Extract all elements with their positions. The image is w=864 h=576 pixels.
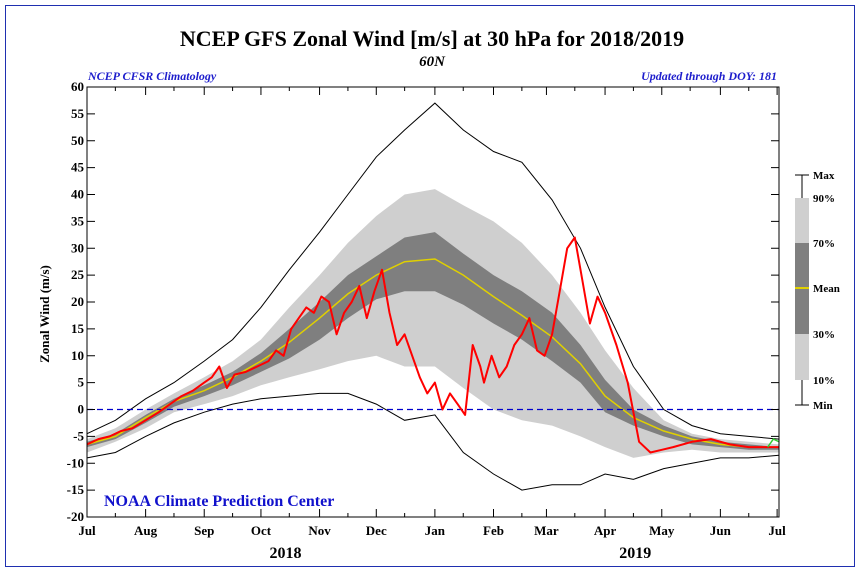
band-30-70	[87, 232, 779, 450]
legend-label: 10%	[813, 375, 835, 387]
y-tick-label: -15	[67, 482, 85, 497]
year-label: 2019	[619, 545, 651, 562]
y-tick-label: 30	[71, 240, 84, 255]
source-left-label: NCEP CFSR Climatology	[87, 69, 217, 83]
credit-label: NOAA Climate Prediction Center	[104, 493, 334, 510]
observed-line	[86, 236, 779, 454]
band-10-90	[87, 189, 779, 458]
year-label: 2018	[270, 545, 302, 562]
chart-title: NCEP GFS Zonal Wind [m/s] at 30 hPa for …	[180, 26, 684, 51]
x-tick-label: May	[649, 523, 675, 538]
legend-lower-light-band	[795, 334, 809, 380]
y-tick-label: -20	[67, 509, 84, 524]
legend-label: Min	[813, 400, 833, 412]
y-tick-label: -10	[67, 455, 84, 470]
chart-frame	[5, 5, 855, 567]
y-tick-label: -5	[73, 428, 84, 443]
x-tick-label: Feb	[483, 523, 504, 538]
x-tick-label: Jan	[425, 523, 446, 538]
min-line	[86, 392, 780, 491]
y-tick-label: 25	[71, 267, 85, 282]
legend-label: 30%	[813, 329, 835, 341]
y-tick-label: 45	[71, 160, 85, 175]
legend-label: Mean	[813, 283, 840, 295]
y-tick-label: 35	[71, 213, 85, 228]
y-tick-label: 15	[71, 321, 85, 336]
y-tick-label: 5	[78, 375, 85, 390]
y-tick-label: 40	[71, 187, 84, 202]
y-tick-label: 20	[71, 294, 84, 309]
x-tick-label: Apr	[594, 523, 617, 538]
plot-area	[86, 102, 780, 491]
legend-label: 70%	[813, 238, 835, 250]
x-tick-label: Nov	[308, 523, 331, 538]
x-tick-label: Oct	[251, 523, 272, 538]
y-tick-label: 55	[71, 106, 85, 121]
x-tick-label: Aug	[134, 523, 158, 538]
x-tick-label: Mar	[534, 523, 559, 538]
x-tick-label: Sep	[194, 523, 214, 538]
y-tick-label: 0	[78, 402, 85, 417]
mean-line	[86, 258, 779, 448]
x-tick-label: Jun	[710, 523, 732, 538]
forecast-line	[767, 438, 780, 448]
x-tick-label: Jul	[768, 523, 786, 538]
axis-layer: -20 -15 -10 -5 0 5 10 15 20 25 30 35 40 45 50 55 60 Jul Au…	[67, 79, 787, 562]
y-axis-label: Zonal Wind (m/s)	[37, 265, 52, 363]
source-right-label: Updated through DOY: 181	[641, 69, 777, 83]
max-line	[86, 102, 780, 440]
legend-upper-light-band	[795, 198, 809, 243]
legend-label: 90%	[813, 193, 835, 205]
legend: Max 90% 70% Mean 30% 10% Min	[795, 170, 840, 412]
x-tick-label: Jul	[78, 523, 96, 538]
y-tick-label: 60	[71, 79, 84, 94]
y-tick-label: 10	[71, 348, 84, 363]
y-tick-label: 50	[71, 133, 84, 148]
legend-label: Max	[813, 170, 835, 182]
chart-subtitle: 60N	[419, 54, 446, 70]
x-tick-label: Dec	[366, 523, 387, 538]
